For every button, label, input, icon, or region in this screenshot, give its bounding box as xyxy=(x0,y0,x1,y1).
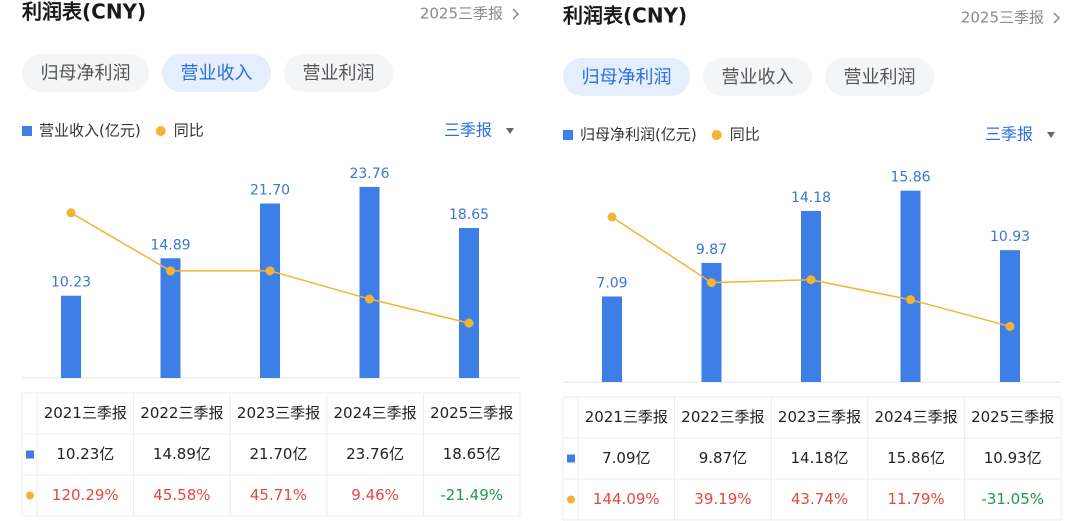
tab[interactable] xyxy=(703,58,812,96)
bar-value-label: 15.86 xyxy=(890,170,930,186)
line-point xyxy=(166,266,175,276)
table-change: -31.05% xyxy=(981,490,1044,508)
legend-swatch xyxy=(563,130,573,140)
bar-value-label: 14.18 xyxy=(791,190,831,206)
tab[interactable] xyxy=(22,54,149,92)
tab[interactable] xyxy=(284,54,393,92)
table-header: 2024三季报 xyxy=(334,404,417,422)
chevron-icon xyxy=(1053,12,1061,24)
table-header: 2023三季报 xyxy=(778,408,861,426)
table-header: 2025三季报 xyxy=(430,404,513,422)
chevron-icon xyxy=(512,8,520,20)
table-value: 18.65亿 xyxy=(443,445,501,463)
bar xyxy=(801,210,821,382)
bar-value-label: 23.76 xyxy=(349,166,389,182)
bar-value-label: 7.09 xyxy=(596,275,627,291)
bar-value-label: 10.93 xyxy=(990,229,1030,245)
table-value: 7.09亿 xyxy=(602,449,650,467)
table-change: 120.29% xyxy=(52,486,119,504)
dropdown-icon xyxy=(506,128,514,134)
bar-value-label: 10.23 xyxy=(51,275,91,291)
panel-title: 利润表(CNY) xyxy=(22,0,146,24)
table-change: 144.09% xyxy=(593,490,660,508)
legend-dot xyxy=(711,130,722,140)
tab-label[interactable]: 营业利润 xyxy=(303,63,375,84)
table-value: 23.76亿 xyxy=(346,445,404,463)
table-value: 15.86亿 xyxy=(887,449,945,467)
table-value: 21.70亿 xyxy=(250,445,308,463)
legend-label: 同比 xyxy=(730,126,760,144)
bar-value-label: 18.65 xyxy=(449,207,489,223)
table-value: 9.87亿 xyxy=(699,449,747,467)
dropdown-icon xyxy=(1047,132,1055,138)
legend-dot xyxy=(155,126,166,136)
bar xyxy=(61,295,81,378)
table-header: 2021三季报 xyxy=(585,408,668,426)
table-change: 45.58% xyxy=(153,486,210,504)
table-value: 10.23亿 xyxy=(56,445,114,463)
legend-swatch xyxy=(22,126,32,136)
panel-title: 利润表(CNY) xyxy=(563,4,687,28)
tab-label[interactable]: 归母净利润 xyxy=(41,63,131,84)
line-point xyxy=(365,294,374,304)
line-point xyxy=(806,275,816,285)
bar xyxy=(359,186,380,378)
period-link[interactable]: 2025三季报 xyxy=(961,9,1044,27)
row-marker xyxy=(26,450,34,459)
line-point xyxy=(607,212,617,222)
tab-label[interactable]: 营业收入 xyxy=(181,63,253,84)
line-point xyxy=(707,278,716,288)
table-change: 39.19% xyxy=(694,490,751,508)
line-point xyxy=(1005,321,1015,331)
tab-label[interactable]: 营业收入 xyxy=(722,67,794,88)
bar xyxy=(160,258,181,378)
table-change: 43.74% xyxy=(791,490,848,508)
table-value: 14.89亿 xyxy=(153,445,211,463)
table-header: 2022三季报 xyxy=(140,404,223,422)
table-change: 45.71% xyxy=(250,486,307,504)
table-value: 14.18亿 xyxy=(791,449,849,467)
bar xyxy=(900,190,921,382)
line-point xyxy=(906,295,915,305)
line-point xyxy=(66,208,76,218)
period-link[interactable]: 2025三季报 xyxy=(420,5,503,23)
table-header: 2021三季报 xyxy=(44,404,127,422)
line-point xyxy=(265,266,275,276)
tab[interactable] xyxy=(825,58,934,96)
table-change: -21.49% xyxy=(440,486,503,504)
bar xyxy=(1000,250,1020,382)
legend-label: 营业收入(亿元) xyxy=(39,122,141,140)
bar-value-label: 21.70 xyxy=(250,182,290,198)
row-marker xyxy=(567,495,575,504)
table-change: 11.79% xyxy=(887,490,944,508)
period-selector[interactable]: 三季报 xyxy=(985,125,1033,144)
tab[interactable] xyxy=(563,58,690,96)
legend-label: 归母净利润(亿元) xyxy=(580,126,697,144)
bar-value-label: 14.89 xyxy=(150,237,190,253)
period-selector[interactable]: 三季报 xyxy=(444,121,492,140)
table-change: 9.46% xyxy=(351,486,399,504)
bar xyxy=(701,262,722,382)
line-point xyxy=(464,318,474,328)
bar-value-label: 9.87 xyxy=(696,242,727,258)
table-header: 2023三季报 xyxy=(237,404,320,422)
tab-label[interactable]: 营业利润 xyxy=(844,67,916,88)
bar xyxy=(459,228,479,378)
tab[interactable] xyxy=(162,54,271,92)
bar xyxy=(260,203,280,378)
table-header: 2024三季报 xyxy=(875,408,958,426)
tab-label[interactable]: 归母净利润 xyxy=(582,67,672,88)
table-value: 10.93亿 xyxy=(984,449,1042,467)
table-header: 2025三季报 xyxy=(971,408,1054,426)
legend-label: 同比 xyxy=(174,122,204,140)
row-marker xyxy=(26,491,34,500)
row-marker xyxy=(567,454,575,463)
table-header: 2022三季报 xyxy=(681,408,764,426)
bar xyxy=(602,296,622,382)
